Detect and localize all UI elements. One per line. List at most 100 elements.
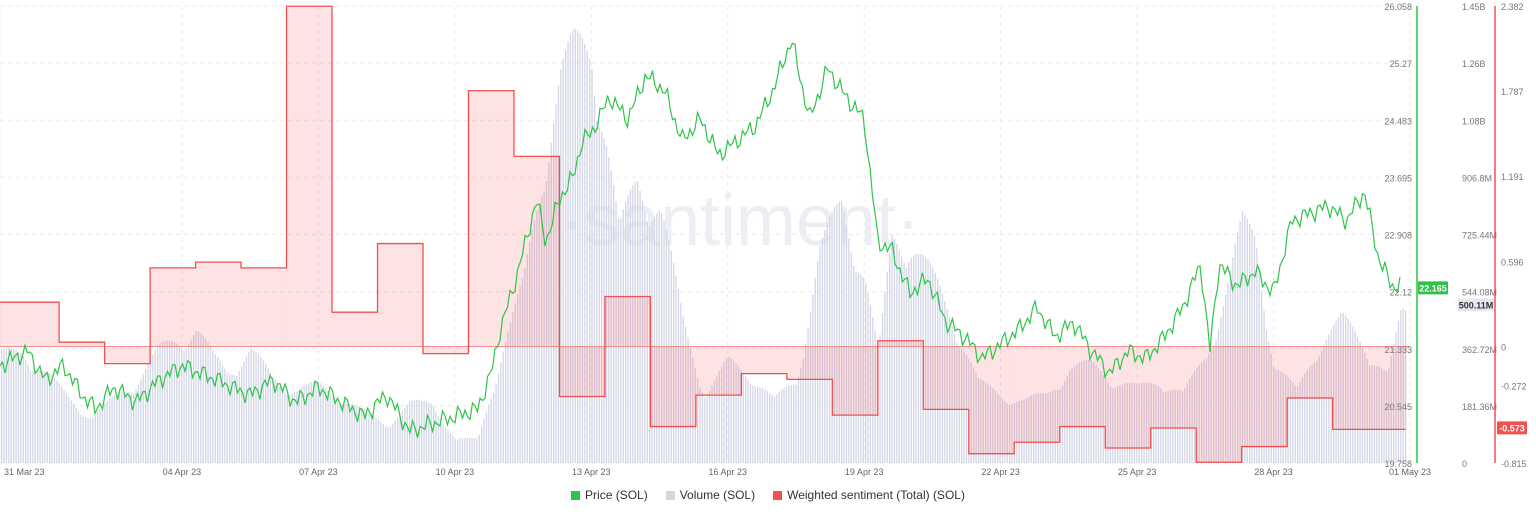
volume-bar [1270, 353, 1272, 463]
volume-bar [440, 421, 442, 463]
volume-bar [982, 380, 984, 463]
sentiment-area [423, 346, 469, 354]
volume-bar [332, 396, 334, 463]
volume-bar [70, 400, 72, 463]
volume-bar [1047, 392, 1049, 463]
volume-bar [697, 378, 699, 463]
volume-bar [387, 427, 389, 463]
volume-bar [1093, 361, 1095, 463]
volume-bar [1397, 320, 1400, 463]
x-tick-label: 19 Apr 23 [845, 467, 884, 477]
volume-bar [5, 348, 8, 463]
volume-bar [545, 181, 548, 464]
volume-bar [1376, 365, 1378, 463]
volume-bar [27, 365, 29, 463]
volume-bar [733, 360, 735, 463]
volume-bar [560, 69, 562, 463]
volume-bar [149, 359, 152, 463]
volume-bar [749, 383, 752, 463]
volume-bar [584, 43, 586, 464]
volume-bar [1105, 378, 1107, 463]
volume-bar [939, 286, 941, 463]
volume-bar [629, 189, 632, 464]
volume-bar [538, 203, 540, 464]
volume-bar [881, 313, 884, 463]
volume-bar [485, 411, 488, 463]
volume-bar [915, 254, 917, 463]
volume-bar [68, 397, 70, 463]
volume-bar [253, 350, 255, 463]
volume-bar [1174, 389, 1176, 463]
volume-bar [430, 404, 432, 463]
volume-bar [946, 309, 948, 463]
volume-bar [533, 219, 536, 463]
sentiment-tick-label: 0 [1501, 342, 1506, 352]
volume-bar [243, 361, 245, 463]
volume-bar [836, 204, 838, 463]
legend-item-sentiment[interactable]: Weighted sentiment (Total) (SOL) [773, 488, 965, 502]
volume-bar [87, 418, 89, 463]
volume-bar [197, 331, 200, 463]
volume-bar [512, 312, 514, 463]
volume-bar [1237, 232, 1239, 463]
volume-bar [159, 343, 161, 463]
volume-bar [58, 383, 60, 463]
volume-bar [692, 358, 694, 463]
volume-bar [250, 348, 252, 463]
volume-bar [1037, 393, 1040, 463]
volume-bar [1261, 290, 1263, 463]
volume-bar [212, 350, 214, 463]
volume-bar [903, 262, 905, 463]
value-badges: 22.165 500.11M -0.573 [1418, 281, 1527, 435]
volume-bar [173, 342, 176, 463]
volume-bar [1109, 386, 1112, 463]
sentiment-area [1378, 346, 1406, 430]
volume-bar [1316, 360, 1318, 463]
volume-bar [913, 255, 915, 463]
x-tick-label: 04 Apr 23 [163, 467, 202, 477]
volume-bar [1354, 331, 1356, 463]
volume-bar [656, 213, 658, 463]
volume-bar [992, 388, 994, 463]
legend-item-volume[interactable]: Volume (SOL) [665, 488, 755, 502]
volume-bar [442, 425, 444, 463]
volume-bar [704, 397, 706, 463]
volume-bar [1066, 375, 1068, 463]
volume-bar [517, 294, 519, 463]
volume-bar [421, 400, 423, 463]
volume-bar [502, 352, 504, 463]
volume-bar [805, 343, 807, 463]
sentiment-area [0, 302, 60, 347]
volume-bar [1157, 386, 1160, 463]
legend-item-price[interactable]: Price (SOL) [571, 488, 648, 502]
volume-bar [1395, 332, 1397, 463]
volume-bar [428, 402, 430, 463]
price-tick-label: 22.12 [1389, 288, 1412, 298]
volume-bar [634, 182, 636, 463]
volume-bar [682, 316, 684, 463]
volume-bar [579, 33, 581, 463]
sentiment-area [332, 312, 378, 347]
volume-bar [51, 375, 53, 463]
volume-bar [1009, 405, 1011, 463]
volume-bar [764, 389, 766, 463]
volume-bar [130, 392, 132, 463]
sentiment-area [1014, 346, 1060, 443]
volume-bar [281, 388, 284, 463]
volume-bar [1402, 308, 1404, 463]
volume-bar [730, 358, 732, 463]
volume-bar [901, 256, 903, 463]
sentiment-area [513, 156, 560, 347]
x-tick-label: 25 Apr 23 [1118, 467, 1157, 477]
sentiment-area [741, 346, 787, 374]
volume-bar [80, 414, 82, 463]
volume-bar [248, 352, 250, 463]
volume-bar [961, 349, 963, 463]
volume-bar [1383, 369, 1385, 463]
volume-bar [128, 392, 130, 463]
volume-bar [766, 391, 768, 463]
volume-bar [1325, 339, 1328, 463]
volume-bar [145, 368, 147, 463]
volume-bar [394, 420, 396, 463]
volume-bar [495, 383, 497, 463]
